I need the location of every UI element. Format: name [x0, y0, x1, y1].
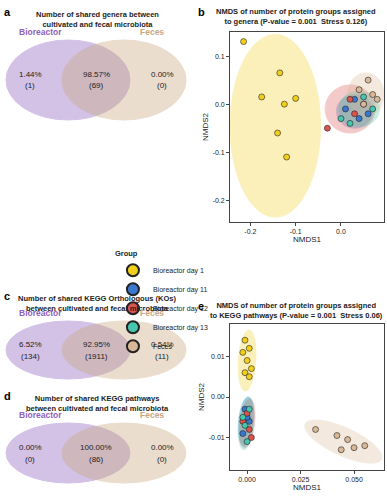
svg-text:(11): (11)	[155, 352, 169, 361]
svg-text:0.1: 0.1	[215, 53, 225, 60]
svg-text:Feces: Feces	[153, 343, 173, 350]
svg-text:98.57%: 98.57%	[83, 70, 110, 79]
svg-text:Number of shared KEGG Ortholog: Number of shared KEGG Orthologous (KOs)b…	[18, 294, 176, 313]
svg-text:Bioreactor day 13: Bioreactor day 13	[153, 324, 208, 332]
svg-text:NMDS of number of protein grou: NMDS of number of protein groups assigne…	[216, 7, 376, 26]
svg-text:0.00: 0.00	[211, 393, 225, 400]
svg-text:0.050: 0.050	[345, 476, 363, 483]
svg-text:NMDS2: NMDS2	[197, 382, 206, 411]
svg-text:100.00%: 100.00%	[80, 443, 112, 452]
svg-text:(0): (0)	[25, 455, 35, 464]
svg-text:0.00%: 0.00%	[19, 443, 42, 452]
svg-text:Number of shared KEGG pathways: Number of shared KEGG pathwaysbetween cu…	[26, 394, 169, 413]
svg-text:(1): (1)	[25, 81, 35, 90]
svg-text:6.52%: 6.52%	[19, 340, 42, 349]
svg-text:Feces: Feces	[140, 410, 164, 420]
svg-text:92.95%: 92.95%	[83, 340, 110, 349]
svg-text:0.54%: 0.54%	[151, 340, 174, 349]
svg-text:Bioreactor day 11: Bioreactor day 11	[153, 286, 207, 294]
svg-text:NMDS1: NMDS1	[293, 483, 322, 492]
svg-text:(69): (69)	[89, 81, 104, 90]
svg-text:NMDS1: NMDS1	[293, 235, 322, 244]
svg-text:-0.2: -0.2	[213, 197, 225, 204]
svg-text:(1911): (1911)	[85, 352, 108, 361]
svg-text:(134): (134)	[21, 352, 40, 361]
svg-text:0.00%: 0.00%	[151, 70, 174, 79]
svg-text:0.0: 0.0	[215, 101, 225, 108]
svg-text:Bioreactor day 1: Bioreactor day 1	[153, 267, 204, 275]
svg-text:-0.1: -0.1	[290, 228, 302, 235]
svg-text:Bioreactor day 12: Bioreactor day 12	[153, 305, 208, 313]
svg-text:(0): (0)	[157, 81, 167, 90]
svg-text:0.025: 0.025	[292, 476, 310, 483]
svg-text:Bioreactor: Bioreactor	[19, 27, 62, 37]
svg-text:NMDS2: NMDS2	[201, 112, 210, 141]
svg-text:Feces: Feces	[140, 27, 164, 37]
svg-text:Bioreactor: Bioreactor	[19, 410, 62, 420]
svg-text:0.000: 0.000	[238, 476, 256, 483]
svg-text:-0.01: -0.01	[209, 434, 225, 441]
svg-text:1.44%: 1.44%	[19, 70, 42, 79]
svg-text:(0): (0)	[157, 455, 167, 464]
svg-text:0.01: 0.01	[211, 353, 225, 360]
svg-text:0.0: 0.0	[336, 228, 346, 235]
svg-text:-0.2: -0.2	[244, 228, 256, 235]
svg-text:Group: Group	[115, 249, 138, 258]
svg-text:-0.1: -0.1	[213, 149, 225, 156]
svg-text:Bioreactor: Bioreactor	[19, 308, 62, 318]
svg-text:(86): (86)	[89, 455, 104, 464]
svg-text:d: d	[4, 390, 11, 402]
svg-text:b: b	[198, 6, 205, 18]
svg-text:Feces: Feces	[140, 308, 164, 318]
svg-text:e: e	[198, 300, 204, 312]
svg-text:Number of shared genera betwee: Number of shared genera betweencultivate…	[36, 10, 159, 29]
svg-text:NMDS of number of protein grou: NMDS of number of protein groups assigne…	[210, 301, 383, 320]
svg-text:0.00%: 0.00%	[151, 443, 174, 452]
svg-text:c: c	[4, 290, 10, 302]
svg-text:a: a	[4, 6, 11, 18]
